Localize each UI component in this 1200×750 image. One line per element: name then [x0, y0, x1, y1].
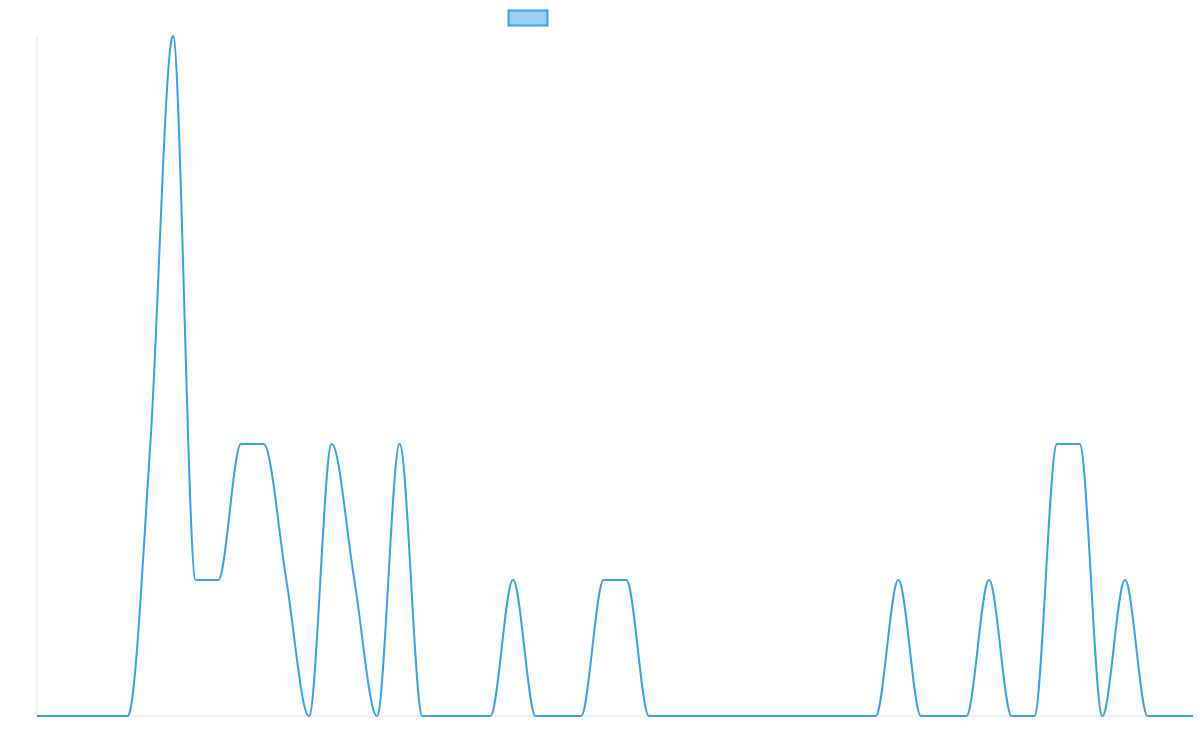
- line-series: [37, 34, 1193, 718]
- legend-swatch[interactable]: [507, 9, 549, 27]
